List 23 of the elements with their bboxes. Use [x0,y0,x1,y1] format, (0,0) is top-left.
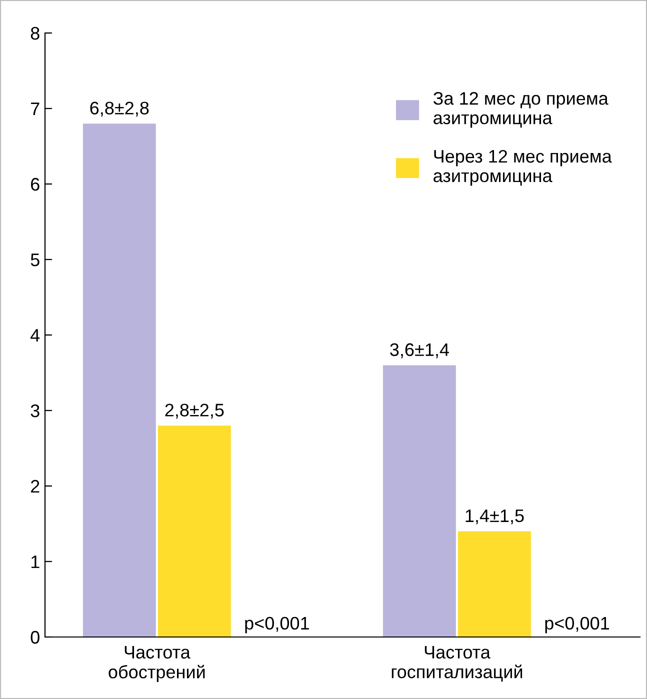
y-tick-label: 1 [31,556,40,568]
legend-label: Через 12 мес приема азитромицина [434,150,612,186]
data-label: 6,8±2,8 [90,102,149,117]
y-tick-label: 5 [30,254,40,266]
annotation: p<0,001 [545,616,609,634]
data-label: 2,8±2,5 [165,404,224,419]
y-tick-label: 6 [31,178,40,191]
bar [158,426,231,637]
data-label: 3,6±1,4 [390,343,449,358]
legend-label: За 12 мес до приема азитромицина [433,92,608,128]
x-tick-label: Частота обострений [108,646,205,682]
annotation: p<0,001 [245,616,309,634]
y-tick-label: 8 [30,26,40,40]
bar [383,365,456,637]
y-tick-label: 3 [30,404,40,418]
bar [458,531,531,637]
y-tick-label: 4 [30,329,40,342]
y-tick-label: 7 [31,102,40,116]
bar [82,124,156,637]
data-label: 1,4±1,5 [466,510,524,524]
y-tick-label: 0 [30,630,40,644]
y-tick-label: 2 [31,480,40,493]
x-tick-label: Частота госпитализаций [392,646,522,682]
